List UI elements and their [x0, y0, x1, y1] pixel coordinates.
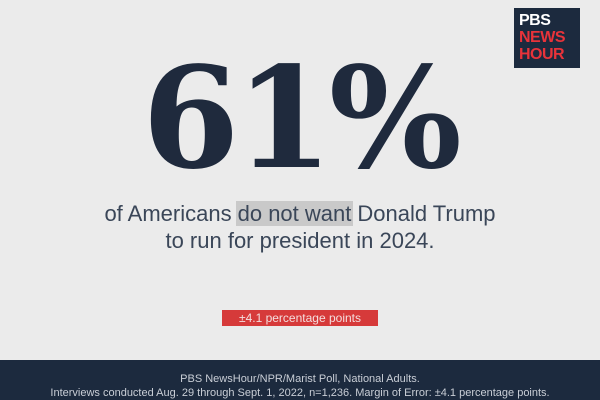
headline-text: Donald Trump — [357, 201, 496, 226]
logo-news: NEWS — [519, 29, 566, 46]
logo-hour: HOUR — [519, 46, 565, 63]
logo: PBS NEWS HOUR — [514, 8, 580, 68]
headline-line: to run for president in 2024. — [165, 228, 435, 253]
headline-text: of Americans — [104, 201, 232, 226]
footer: PBS NewsHour/NPR/Marist Poll, National A… — [0, 360, 600, 400]
footer-details: Interviews conducted Aug. 29 through Sep… — [50, 387, 550, 399]
footer-source: PBS NewsHour/NPR/Marist Poll, National A… — [180, 373, 420, 385]
headline-highlight: do not want — [235, 201, 354, 226]
margin-of-error: ±4.1 percentage points — [222, 310, 378, 326]
headline-stat: 61% — [142, 37, 462, 201]
logo-pbs: PBS — [519, 12, 551, 29]
headline-line: of Americans do not want Donald Trump — [0, 200, 600, 228]
